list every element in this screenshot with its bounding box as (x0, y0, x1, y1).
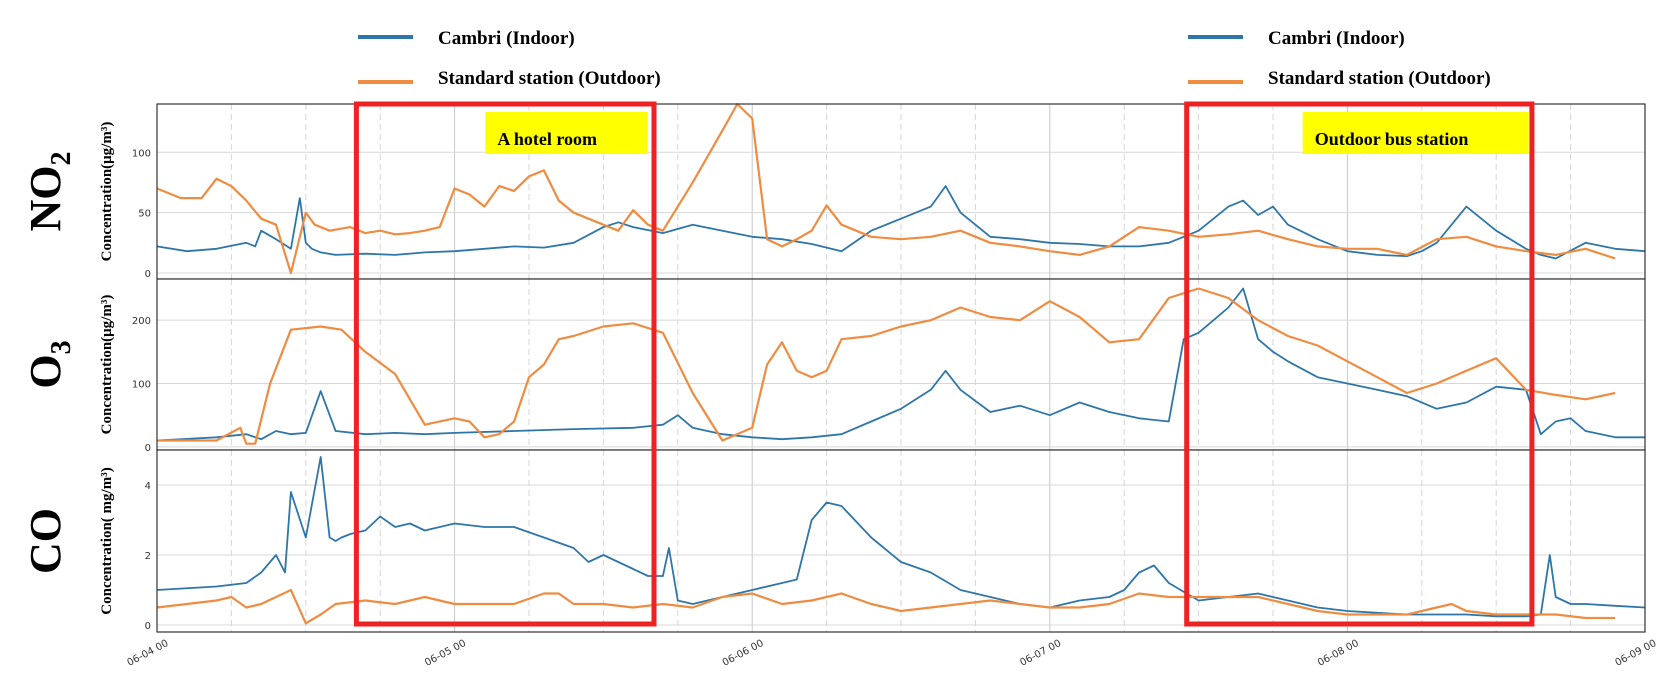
x-tick-label: 06-04 00 (126, 638, 171, 669)
panel-label-co: CO (21, 508, 70, 574)
panel-label-o3: O3 (21, 340, 77, 388)
indoor-series-line-no2 (156, 185, 1646, 260)
y-axis-label: Concentration( mg/m³) (99, 467, 115, 614)
highlight-regions: A hotel room Outdoor bus station (353, 101, 1535, 627)
outdoor-series-line-co (156, 588, 1616, 625)
y-axis-label: Concentration(μg/m³) (99, 122, 115, 262)
y-axis-label: Concentration(μg/m³) (99, 295, 115, 435)
legend-left-indoor-label: Cambri (Indoor) (438, 28, 575, 49)
panel-frame (156, 449, 1646, 633)
y-tick-label: 2 (145, 551, 151, 562)
annotation-background-2 (1302, 112, 1529, 154)
x-axis-ticks: 06-04 00 06-05 00 06-06 00 06-07 00 06-08 00… (126, 638, 1659, 669)
panel-co: 0 2 4 Concentration( mg/m³) CO (21, 449, 1646, 633)
legend-right-indoor-label: Cambri (Indoor) (1268, 28, 1405, 49)
y-tick-label: 0 (145, 269, 151, 280)
indoor-series-line-o3 (156, 287, 1645, 442)
legend-left: Cambri (Indoor) Standard station (Outdoo… (358, 28, 661, 89)
panel-label-no2: NO2 (21, 152, 77, 232)
outdoor-series-line-o3 (157, 287, 1616, 445)
y-tick-label: 200 (132, 316, 151, 327)
annotation-background-1 (485, 112, 648, 154)
outdoor-series-line-no2 (156, 102, 1616, 275)
legend-right-outdoor-label: Standard station (Outdoor) (1268, 68, 1491, 89)
highlight-box-1 (353, 101, 657, 627)
y-tick-label: 4 (145, 481, 151, 492)
chart-panels: 0 50 100 Concentration(μg/m³) NO2 0 100 200 Conc… (21, 102, 1646, 633)
y-tick-label: 100 (132, 380, 151, 391)
x-tick-label: 06-06 00 (721, 638, 766, 669)
x-tick-label: 06-09 00 (1614, 638, 1659, 669)
panel-o3: 0 100 200 Concentration(μg/m³) O3 (21, 278, 1646, 454)
x-tick-label: 06-08 00 (1316, 638, 1361, 669)
annotation-label-1: A hotel room (497, 129, 597, 149)
y-tick-label: 0 (145, 443, 151, 454)
legend-right: Cambri (Indoor) Standard station (Outdoo… (1188, 28, 1491, 89)
legend-left-outdoor-label: Standard station (Outdoor) (438, 68, 661, 89)
x-tick-label: 06-07 00 (1018, 638, 1063, 669)
highlight-box-2 (1184, 101, 1535, 627)
y-tick-label: 100 (132, 148, 151, 159)
annotation-label-2: Outdoor bus station (1315, 129, 1469, 149)
y-tick-label: 0 (145, 621, 151, 632)
x-tick-label: 06-05 00 (423, 638, 468, 669)
y-tick-label: 50 (138, 209, 151, 220)
